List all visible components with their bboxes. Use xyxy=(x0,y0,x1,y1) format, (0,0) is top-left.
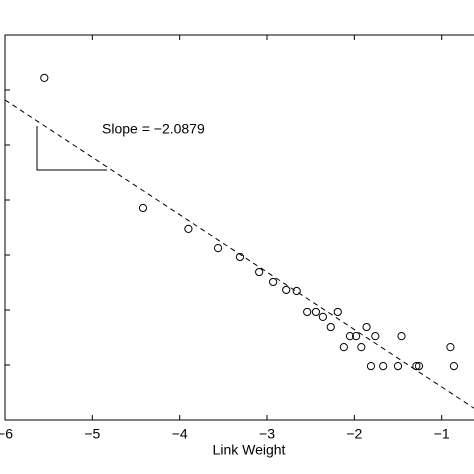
point xyxy=(362,322,371,332)
point xyxy=(326,322,335,332)
point xyxy=(397,332,406,341)
plot-frame xyxy=(4,34,474,421)
point xyxy=(446,343,455,352)
x-tick-label: −2 xyxy=(346,426,362,442)
point xyxy=(184,224,193,233)
point xyxy=(366,362,376,371)
point xyxy=(318,312,328,321)
point xyxy=(311,307,321,317)
point xyxy=(235,252,245,262)
point xyxy=(371,332,380,341)
point xyxy=(393,362,403,371)
point xyxy=(345,332,355,341)
x-tick-label: −1 xyxy=(434,426,450,442)
point xyxy=(449,362,459,371)
point xyxy=(379,362,388,371)
point xyxy=(412,362,421,371)
x-axis-label: Link Weight xyxy=(213,442,286,458)
x-tick-label: −4 xyxy=(172,426,188,442)
point xyxy=(351,332,361,341)
point xyxy=(339,343,348,352)
point xyxy=(414,362,424,371)
point xyxy=(214,244,223,253)
x-tick-label: −3 xyxy=(259,426,275,442)
x-tick-label: −5 xyxy=(84,426,100,442)
slope-annotation: Slope = −2.0879 xyxy=(102,121,205,137)
point xyxy=(40,73,49,83)
point xyxy=(357,343,366,352)
point xyxy=(292,286,301,296)
point xyxy=(303,307,312,317)
point xyxy=(333,307,342,317)
point xyxy=(255,267,264,277)
x-tick-label: −6 xyxy=(0,426,13,442)
slope-triangle xyxy=(36,126,107,171)
point xyxy=(269,277,278,287)
point xyxy=(138,203,148,213)
fit-line xyxy=(4,99,474,409)
point xyxy=(282,285,291,295)
